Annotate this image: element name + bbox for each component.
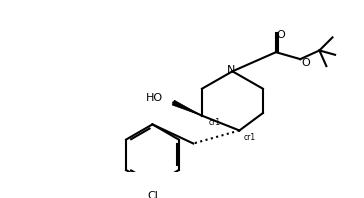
Polygon shape: [172, 100, 202, 116]
Text: O: O: [301, 58, 310, 68]
Text: Cl: Cl: [147, 191, 158, 198]
Text: O: O: [277, 30, 285, 40]
Text: cr1: cr1: [244, 133, 256, 142]
Text: cr1: cr1: [209, 118, 221, 127]
Text: HO: HO: [146, 93, 163, 103]
Text: N: N: [226, 65, 235, 75]
